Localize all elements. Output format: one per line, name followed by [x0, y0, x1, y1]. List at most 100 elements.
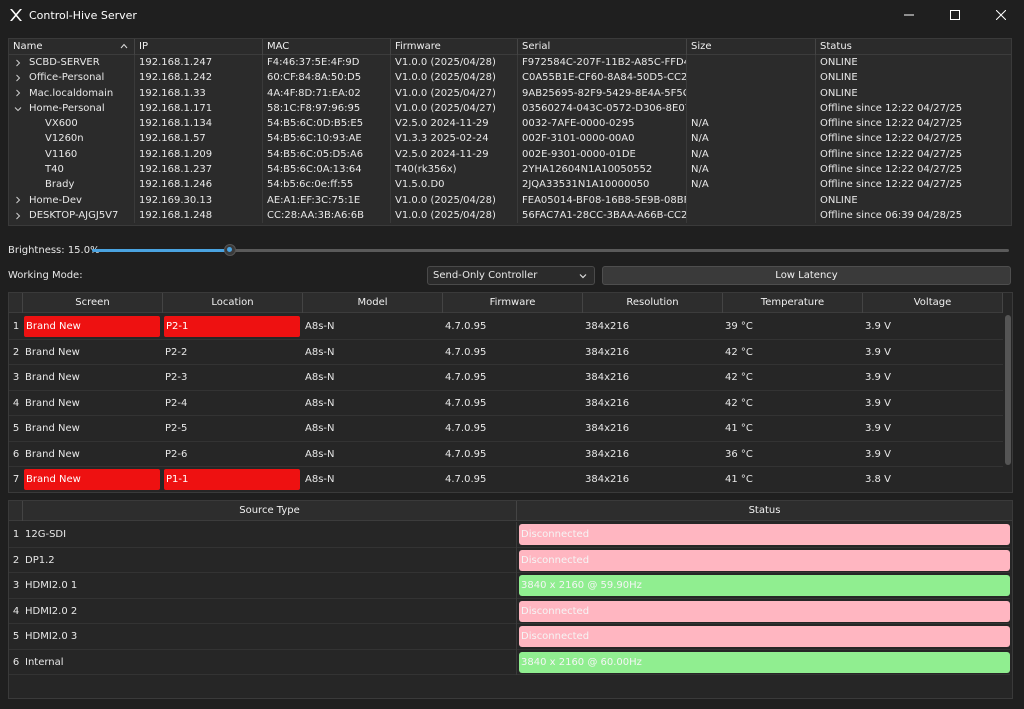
screen-row[interactable]: 2 Brand New P2-2 A8s-N 4.7.0.95 384x216 42 °C 3… [9, 340, 1003, 365]
screen-location-cell[interactable]: P2-5 [165, 423, 188, 434]
screen-model-cell[interactable]: A8s-N [305, 397, 335, 409]
device-row[interactable]: V1260n 192.168.1.57 54:B5:6C:10:93:AE V1.3.… [9, 131, 1011, 147]
source-row[interactable]: 2 DP1.2 Disconnected [9, 547, 1010, 573]
minimize-button[interactable] [886, 0, 932, 30]
brightness-slider-handle[interactable] [223, 243, 236, 256]
column-header-location[interactable]: Location [163, 293, 303, 313]
device-row[interactable]: Home-Personal 192.168.1.171 58:1C:F8:97:96… [9, 100, 1011, 117]
chevron-right-icon[interactable] [13, 195, 23, 205]
screen-row[interactable]: 3 Brand New P2-3 A8s-N 4.7.0.95 384x216 42 °C 3… [9, 365, 1003, 391]
screen-firmware-cell[interactable]: 4.7.0.95 [445, 321, 487, 332]
device-row[interactable]: Brady 192.168.1.246 54:b5:6c:0e:ff:55 V1.5.… [9, 177, 1011, 193]
screen-row[interactable]: 6 Brand New P2-6 A8s-N 4.7.0.95 384x216 36 °C 3… [9, 442, 1003, 467]
screen-model-cell[interactable]: A8s-N [305, 372, 335, 383]
screen-screen-cell[interactable]: Brand New [24, 316, 160, 337]
column-header-voltage[interactable]: Voltage [863, 293, 1003, 313]
chevron-right-icon[interactable] [13, 73, 23, 83]
source-row[interactable]: 1 12G-SDI Disconnected [9, 522, 1010, 548]
screen-row[interactable]: 5 Brand New P2-5 A8s-N 4.7.0.95 384x216 41 °C 3… [9, 416, 1003, 442]
screen-model-cell[interactable]: A8s-N [305, 321, 335, 332]
screen-row[interactable]: 1 Brand New P2-1 A8s-N 4.7.0.95 384x216 39 °C 3… [9, 314, 1003, 340]
screen-resolution-cell[interactable]: 384x216 [585, 346, 630, 358]
screen-voltage-cell[interactable]: 3.9 V [865, 448, 891, 460]
screen-firmware-cell[interactable]: 4.7.0.95 [445, 423, 487, 434]
screen-screen-cell[interactable]: Brand New [25, 448, 80, 460]
column-header-screen[interactable]: Screen [23, 293, 163, 313]
working-mode-select[interactable]: Send-Only Controller [427, 266, 595, 285]
screen-model-cell[interactable]: A8s-N [305, 448, 335, 460]
screen-voltage-cell[interactable]: 3.9 V [865, 321, 891, 332]
device-row[interactable]: VX600 192.168.1.134 54:B5:6C:0D:B5:E5 V2.5.… [9, 116, 1011, 132]
column-header-firmware[interactable]: Firmware [391, 39, 518, 55]
screen-model-cell[interactable]: A8s-N [305, 346, 335, 358]
maximize-button[interactable] [932, 0, 978, 30]
screen-temperature-cell[interactable]: 42 °C [725, 397, 753, 409]
device-row[interactable]: Mac.localdomain 192.168.1.33 4A:4F:8D:71:E… [9, 85, 1011, 101]
source-row[interactable]: 4 HDMI2.0 2 Disconnected [9, 598, 1010, 624]
column-header-name[interactable]: Name [9, 39, 135, 55]
screen-firmware-cell[interactable]: 4.7.0.95 [445, 474, 487, 485]
column-header-status[interactable]: Status [748, 505, 781, 516]
column-header-status[interactable]: Status [820, 41, 852, 52]
chevron-right-icon[interactable] [13, 211, 23, 221]
column-header-size[interactable]: Size [687, 39, 816, 55]
low-latency-button[interactable]: Low Latency [602, 266, 1011, 285]
column-header-mac[interactable]: MAC [263, 39, 391, 55]
column-header-model[interactable]: Model [303, 293, 443, 313]
device-row[interactable]: Home-Dev 192.169.30.13 AE:A1:EF:3C:75:1E V1… [9, 192, 1011, 208]
column-header-source-type[interactable]: Source Type [23, 501, 517, 521]
device-row[interactable]: SCBD-SERVER 192.168.1.247 F4:46:37:5E:4F:9… [9, 55, 1011, 71]
screen-firmware-cell[interactable]: 4.7.0.95 [445, 372, 487, 383]
screen-voltage-cell[interactable]: 3.9 V [865, 397, 891, 409]
screen-screen-cell[interactable]: Brand New [25, 372, 80, 383]
column-header-resolution[interactable]: Resolution [583, 293, 723, 313]
screen-voltage-cell[interactable]: 3.9 V [865, 372, 891, 383]
screen-screen-cell[interactable]: Brand New [25, 397, 80, 409]
screen-voltage-cell[interactable]: 3.9 V [865, 423, 891, 434]
device-row[interactable]: DESKTOP-AJGJ5V7 192.168.1.248 CC:28:AA:3B:… [9, 207, 1011, 224]
screen-temperature-cell[interactable]: 39 °C [725, 321, 753, 332]
screen-firmware-cell[interactable]: 4.7.0.95 [445, 397, 487, 409]
source-type-cell[interactable]: HDMI2.0 1 [23, 573, 517, 599]
screen-location-cell[interactable]: P2-6 [165, 448, 188, 460]
screen-temperature-cell[interactable]: 41 °C [725, 423, 753, 434]
device-row[interactable]: T40 192.168.1.237 54:B5:6C:0A:13:64 T40(rk3… [9, 162, 1011, 178]
source-row[interactable]: 6 Internal 3840 x 2160 @ 60.00Hz [9, 649, 1010, 675]
chevron-down-icon[interactable] [13, 104, 23, 114]
screen-row[interactable]: 4 Brand New P2-4 A8s-N 4.7.0.95 384x216 42 °C 3… [9, 391, 1003, 416]
source-type-cell[interactable]: HDMI2.0 3 [23, 624, 517, 650]
screen-firmware-cell[interactable]: 4.7.0.95 [445, 346, 487, 358]
source-type-cell[interactable]: 12G-SDI [23, 522, 517, 548]
chevron-right-icon[interactable] [13, 58, 23, 68]
screen-voltage-cell[interactable]: 3.9 V [865, 346, 891, 358]
device-row[interactable]: Office-Personal 192.168.1.242 60:CF:84:8A:… [9, 70, 1011, 86]
screen-screen-cell[interactable]: Brand New [24, 469, 160, 490]
screen-location-cell[interactable]: P2-4 [165, 397, 188, 409]
screen-temperature-cell[interactable]: 36 °C [725, 448, 753, 460]
screen-resolution-cell[interactable]: 384x216 [585, 423, 630, 434]
source-row[interactable]: 5 HDMI2.0 3 Disconnected [9, 624, 1010, 650]
screen-firmware-cell[interactable]: 4.7.0.95 [445, 448, 487, 460]
close-button[interactable] [978, 0, 1024, 30]
screen-screen-cell[interactable]: Brand New [25, 346, 80, 358]
screen-temperature-cell[interactable]: 42 °C [725, 346, 753, 358]
screen-resolution-cell[interactable]: 384x216 [585, 372, 630, 383]
screen-location-cell[interactable]: P2-2 [165, 346, 188, 358]
screen-location-cell[interactable]: P2-3 [165, 372, 188, 383]
screen-location-cell[interactable]: P1-1 [164, 469, 300, 490]
screen-resolution-cell[interactable]: 384x216 [585, 321, 630, 332]
screen-model-cell[interactable]: A8s-N [305, 423, 335, 434]
source-type-cell[interactable]: HDMI2.0 2 [23, 598, 517, 624]
column-header-firmware[interactable]: Firmware [443, 293, 583, 313]
screen-row[interactable]: 7 Brand New P1-1 A8s-N 4.7.0.95 384x216 41 °C 3… [9, 467, 1003, 492]
source-type-cell[interactable]: DP1.2 [23, 547, 517, 573]
screen-voltage-cell[interactable]: 3.8 V [865, 474, 891, 485]
chevron-right-icon[interactable] [13, 88, 23, 98]
device-row[interactable]: V1160 192.168.1.209 54:B5:6C:05:D5:A6 V2.5.… [9, 146, 1011, 163]
column-header-temperature[interactable]: Temperature [723, 293, 863, 313]
source-type-cell[interactable]: Internal [23, 649, 517, 675]
screen-resolution-cell[interactable]: 384x216 [585, 397, 630, 409]
screen-resolution-cell[interactable]: 384x216 [585, 474, 630, 485]
brightness-slider[interactable] [92, 243, 1009, 256]
screen-temperature-cell[interactable]: 42 °C [725, 372, 753, 383]
